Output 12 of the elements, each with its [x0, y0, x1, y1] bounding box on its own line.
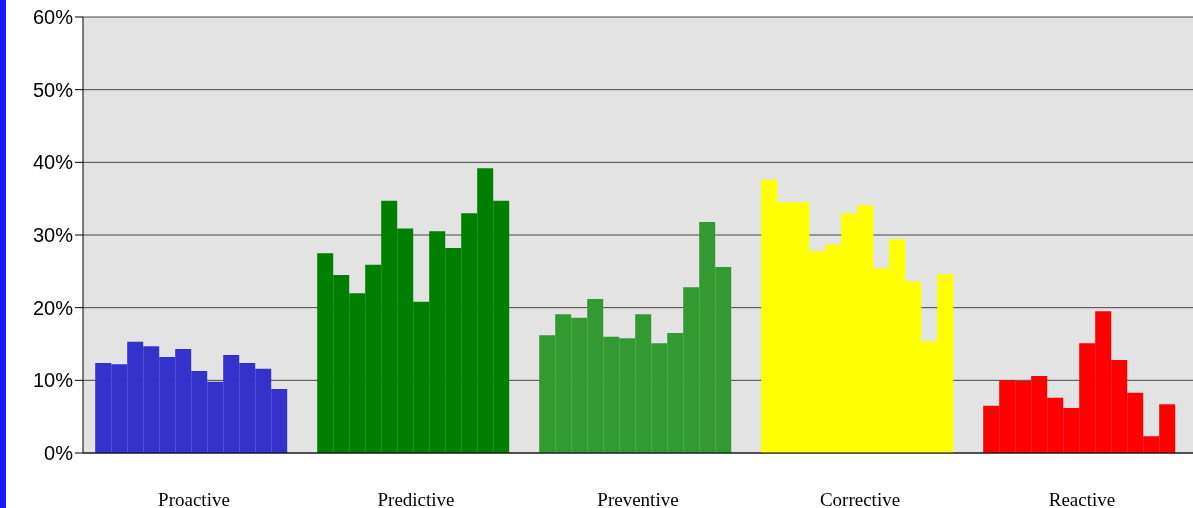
y-tick-label: 50%: [32, 78, 74, 101]
y-tick-label: 30%: [32, 224, 74, 247]
y-tick-label: 0%: [44, 442, 74, 465]
x-tick-label: Corrective: [819, 489, 901, 508]
y-tick-label: 10%: [32, 369, 74, 392]
y-tick-label: 20%: [32, 296, 74, 319]
x-tick-label: Preventive: [597, 489, 679, 508]
x-tick-label: Predictive: [377, 489, 455, 508]
x-tick-label: Proactive: [158, 489, 230, 508]
y-tick-label: 40%: [32, 151, 74, 174]
x-tick-label: Reactive: [1048, 489, 1116, 508]
y-tick-label: 60%: [32, 6, 74, 29]
